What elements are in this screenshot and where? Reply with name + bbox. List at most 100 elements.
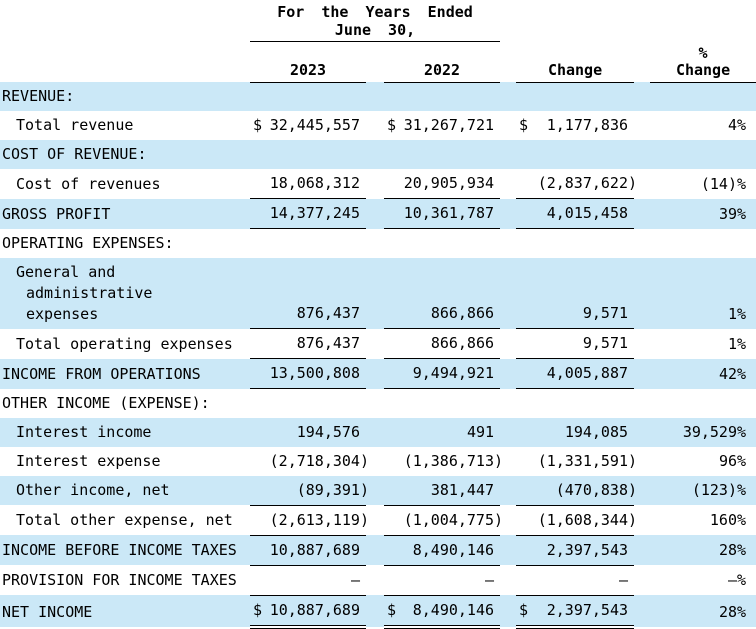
cell-value: (2,613,119) xyxy=(269,510,366,529)
table-row: General and administrative expenses 876,437… xyxy=(0,257,756,329)
cell-value: (89,391) xyxy=(296,480,366,499)
cell-value: 10,887,689 xyxy=(269,600,360,619)
cell-change xyxy=(516,229,634,258)
cell-value: 2,397,543 xyxy=(546,600,629,619)
column-gap xyxy=(634,140,651,169)
cell-value: 13,500,808 xyxy=(269,364,360,382)
column-gap xyxy=(500,505,516,535)
cell-value: 32,445,557 xyxy=(269,116,360,134)
row-label: INCOME BEFORE INCOME TAXES xyxy=(0,535,250,565)
cell-change: — xyxy=(516,565,635,596)
cell-pct-change: 28% xyxy=(650,535,756,565)
column-gap xyxy=(500,82,517,111)
cell-v2022: 866,866 xyxy=(384,328,501,359)
column-gap xyxy=(500,140,517,169)
column-gap xyxy=(500,111,516,140)
table-row: REVENUE: xyxy=(0,82,756,111)
cell-value: 31,267,721 xyxy=(403,116,495,134)
column-gap xyxy=(366,42,384,83)
row-label: OPERATING EXPENSES: xyxy=(2,233,174,252)
empty-corner-cell xyxy=(0,42,250,83)
cell-change: $1,177,836 xyxy=(516,111,634,140)
row-label: COST OF REVENUE: xyxy=(0,140,250,169)
column-gap xyxy=(500,329,516,359)
cell-value: 4,005,887 xyxy=(546,364,629,382)
period-line1: For the Years Ended xyxy=(277,3,473,21)
cell-change: (1,331,591) xyxy=(516,447,634,476)
column-gap xyxy=(366,475,384,505)
column-gap xyxy=(366,198,384,229)
cell-pct-change: 4% xyxy=(727,116,747,134)
cell-v2022: 491 xyxy=(384,417,501,447)
column-header-pct-change: % Change xyxy=(650,41,756,83)
cell-pct-change: 1% xyxy=(650,257,756,329)
table-row: OTHER INCOME (EXPENSE): xyxy=(0,389,756,418)
column-gap xyxy=(634,111,650,140)
cell-pct-change xyxy=(650,229,756,258)
column-gap xyxy=(500,358,517,389)
cell-value: 9,571 xyxy=(582,334,629,352)
cell-v2022 xyxy=(384,389,500,418)
column-header-2023: 2023 xyxy=(250,41,366,83)
cell-v2022 xyxy=(384,229,500,258)
column-gap xyxy=(634,389,650,418)
table-row: Other income, net (89,391) 381,447 (470,838… xyxy=(0,475,756,506)
column-gap xyxy=(634,535,651,565)
cell-v2023: 876,437 xyxy=(250,328,366,359)
cell-v2022: 381,447 xyxy=(384,475,501,506)
column-gap xyxy=(634,505,650,535)
column-gap xyxy=(366,447,384,476)
cell-value: (470,838) xyxy=(555,480,635,499)
cell-pct-change: —% xyxy=(727,571,747,589)
column-gap xyxy=(500,475,517,505)
cell-change: 194,085 xyxy=(516,417,635,447)
cell-v2022: 10,361,787 xyxy=(384,198,501,229)
column-gap xyxy=(500,169,516,199)
row-label: Total other expense, net xyxy=(16,511,233,529)
cell-change xyxy=(516,389,634,418)
column-gap xyxy=(634,169,650,199)
cell-value: (1,608,344) xyxy=(537,510,635,529)
cell-change: 9,571 xyxy=(516,257,635,329)
cell-pct-change: 39,529% xyxy=(650,417,756,447)
column-gap xyxy=(366,535,384,565)
column-gap xyxy=(366,565,384,595)
cell-v2023 xyxy=(250,229,366,258)
cell-v2023: 14,377,245 xyxy=(250,198,366,229)
table-row: INCOME BEFORE INCOME TAXES 10,887,689 8,49… xyxy=(0,535,756,566)
table-row: Total operating expenses 876,437 866,866 9,… xyxy=(0,328,756,359)
cell-value: 18,068,312 xyxy=(269,174,360,192)
table-row: OPERATING EXPENSES: xyxy=(0,229,756,258)
cell-v2022: (1,386,713) xyxy=(384,447,500,476)
cell-value: 194,576 xyxy=(296,422,360,441)
column-gap xyxy=(500,229,516,258)
cell-value: 876,437 xyxy=(296,334,360,352)
cell-value: 866,866 xyxy=(430,334,495,352)
cell-value: 491 xyxy=(466,422,495,441)
cell-value: 4,015,458 xyxy=(546,204,629,222)
period-line2: June 30, xyxy=(334,21,416,39)
cell-value: 9,494,921 xyxy=(412,364,495,382)
cell-pct-change xyxy=(650,389,756,418)
table-row: Interest expense (2,718,304) (1,386,713) (1… xyxy=(0,447,756,476)
cell-v2022 xyxy=(384,82,501,111)
column-header-row: 2023 2022 Change % Change xyxy=(0,41,756,83)
row-label: REVENUE: xyxy=(0,82,250,111)
cell-value: 866,866 xyxy=(430,304,495,322)
column-header-change: Change xyxy=(516,41,635,83)
cell-v2023 xyxy=(250,389,366,418)
column-gap xyxy=(366,169,384,199)
cell-value: 1,177,836 xyxy=(546,116,629,134)
column-gap xyxy=(366,82,384,111)
row-label: Total operating expenses xyxy=(16,334,233,353)
empty-header-cell xyxy=(650,0,756,42)
cell-value: 9,571 xyxy=(582,304,629,322)
cell-v2022: 20,905,934 xyxy=(384,169,501,199)
cell-change xyxy=(516,140,635,169)
table-row: Interest income 194,576 491 194,085 39,529% xyxy=(0,417,756,447)
cell-change: 4,005,887 xyxy=(516,358,635,389)
cell-v2023: 10,887,689 xyxy=(250,535,366,566)
cell-v2023: (2,718,304) xyxy=(250,447,366,476)
cell-value: 20,905,934 xyxy=(403,174,495,192)
